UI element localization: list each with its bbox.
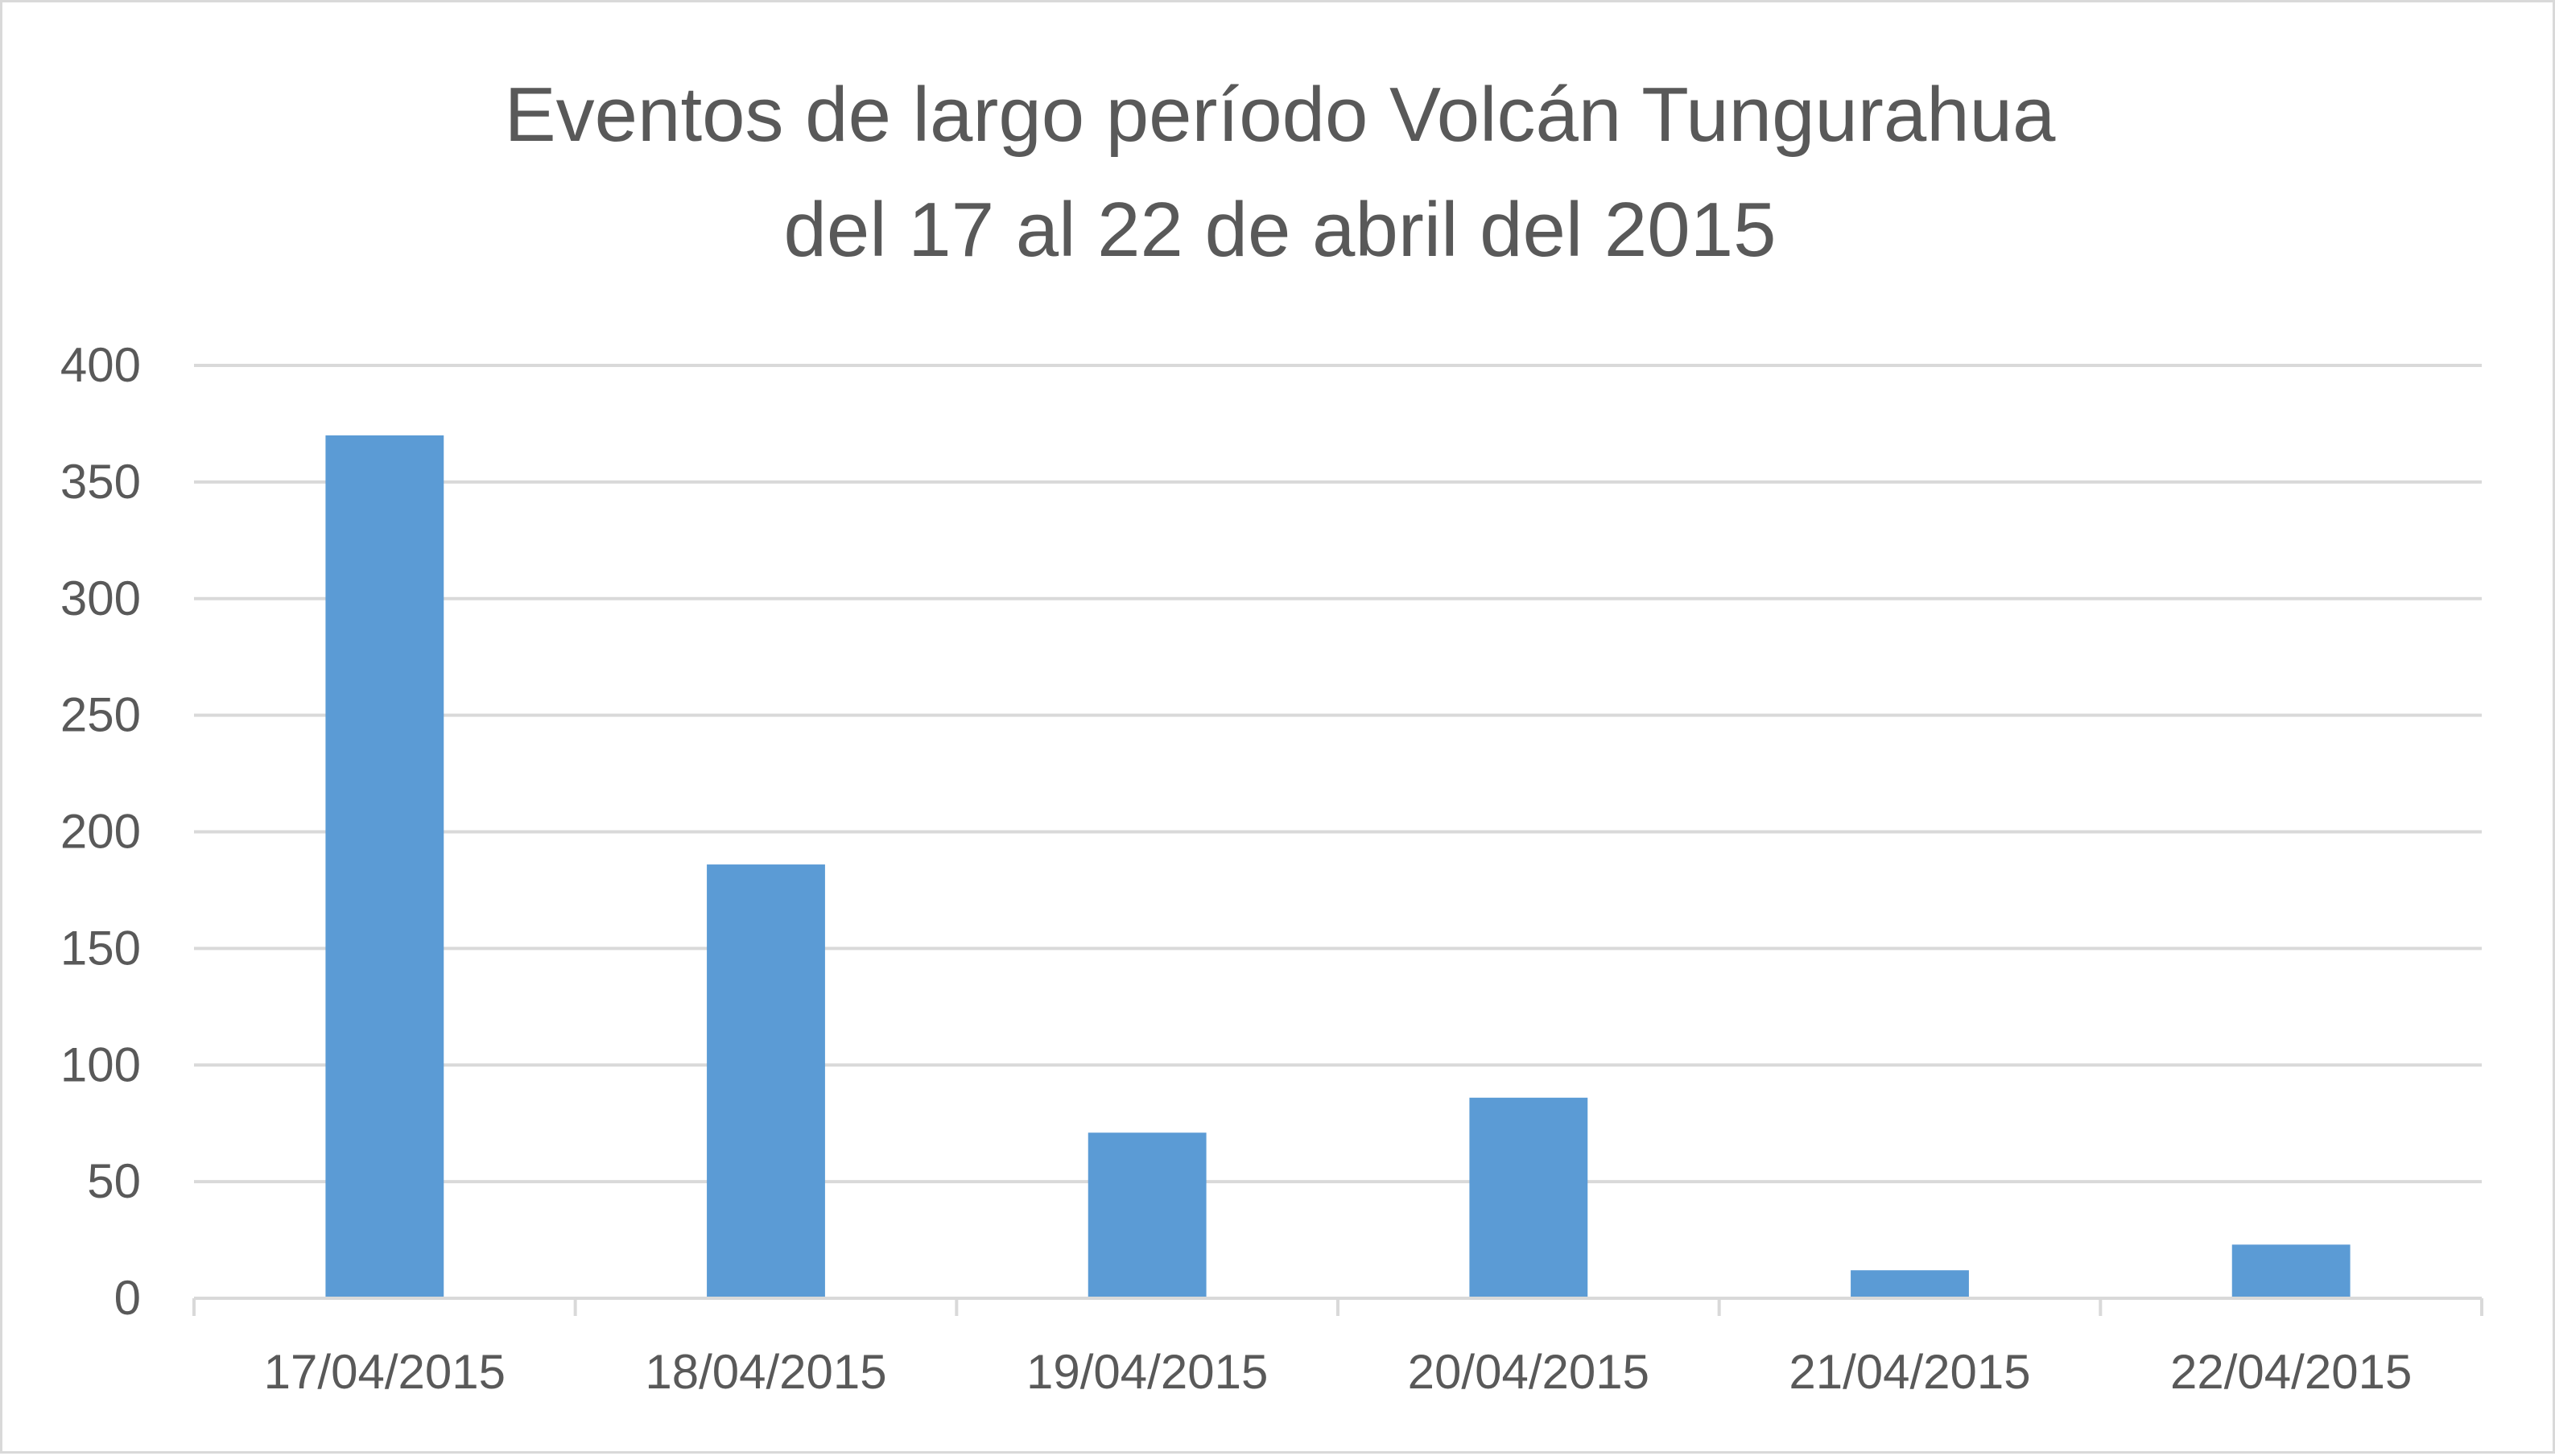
bar-17-04-2015: [325, 435, 444, 1298]
x-axis: [192, 1297, 2483, 1316]
y-axis-tick-labels: 0 50 100 150 200 250 300 350 400: [60, 338, 141, 1325]
x-tick-label: 19/04/2015: [1026, 1345, 1268, 1399]
y-tick-label: 400: [60, 338, 141, 392]
x-tick-label: 20/04/2015: [1408, 1345, 1649, 1399]
bar-22-04-2015: [2231, 1244, 2351, 1298]
y-tick-label: 250: [60, 688, 141, 742]
x-tick-label: 17/04/2015: [264, 1345, 506, 1399]
chart-title: Eventos de largo período Volcán Tungurah…: [505, 72, 2056, 158]
bar-18-04-2015: [707, 864, 825, 1298]
y-tick-label: 200: [60, 805, 141, 859]
bar-20-04-2015: [1469, 1097, 1588, 1298]
y-tick-label: 350: [60, 455, 141, 509]
x-tick-label: 18/04/2015: [645, 1345, 886, 1399]
y-tick-label: 0: [114, 1271, 141, 1325]
x-tick-label: 22/04/2015: [2170, 1345, 2412, 1399]
y-tick-label: 300: [60, 571, 141, 625]
gridlines: [194, 364, 2482, 1184]
bar-21-04-2015: [1851, 1270, 1969, 1298]
x-axis-tick-labels: 17/04/2015 18/04/2015 19/04/2015 20/04/2015…: [264, 1345, 2413, 1399]
y-tick-label: 50: [87, 1154, 141, 1208]
y-tick-label: 150: [60, 921, 141, 975]
bars: [325, 435, 2351, 1298]
x-tick-label: 21/04/2015: [1789, 1345, 2030, 1399]
y-tick-label: 100: [60, 1037, 141, 1091]
chart-subtitle: del 17 al 22 de abril del 2015: [784, 187, 1777, 273]
bar-19-04-2015: [1088, 1132, 1207, 1298]
